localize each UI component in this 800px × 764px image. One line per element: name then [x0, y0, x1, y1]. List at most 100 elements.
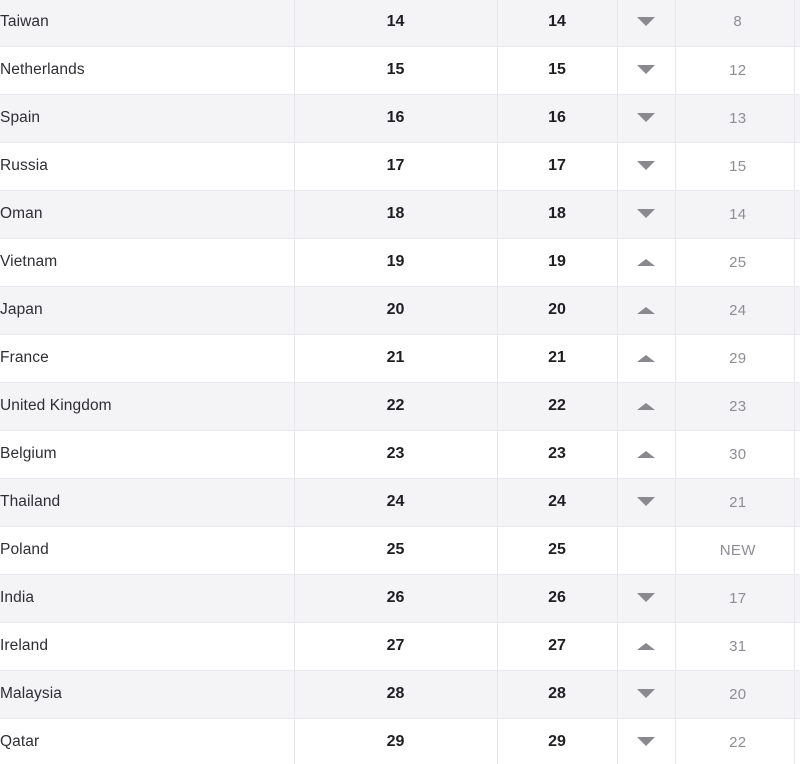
- rank-cell: 25: [293, 526, 497, 575]
- last-year-rank-cell: 14: [674, 190, 800, 239]
- last-year-rank-cell: 25: [674, 238, 800, 287]
- trend-cell: [616, 142, 675, 191]
- previous-rank-cell: 26: [496, 574, 617, 623]
- country-name-cell: Spain: [0, 94, 294, 143]
- country-name-cell: Qatar: [0, 718, 294, 764]
- last-year-rank-cell: 24: [674, 286, 800, 335]
- country-name-cell: India: [0, 574, 294, 623]
- table-row[interactable]: Belgium 23 23 30: [0, 430, 800, 479]
- triangle-down-icon: [637, 113, 655, 122]
- last-year-rank-cell: 15: [674, 142, 800, 191]
- triangle-down-icon: [637, 737, 655, 746]
- country-name-cell: Poland: [0, 526, 294, 575]
- country-name-cell: Russia: [0, 142, 294, 191]
- rank-cell: 16: [293, 94, 497, 143]
- previous-rank-cell: 29: [496, 718, 617, 764]
- table-right-border: [794, 0, 795, 764]
- previous-rank-cell: 25: [496, 526, 617, 575]
- table-row[interactable]: Oman 18 18 14: [0, 190, 800, 239]
- trend-cell: [616, 526, 675, 575]
- last-year-rank-cell: 8: [674, 0, 800, 47]
- trend-cell: [616, 46, 675, 95]
- trend-cell: [616, 286, 675, 335]
- rank-cell: 22: [293, 382, 497, 431]
- previous-rank-cell: 16: [496, 94, 617, 143]
- last-year-rank-cell: 29: [674, 334, 800, 383]
- rank-cell: 29: [293, 718, 497, 764]
- table-row[interactable]: Malaysia 28 28 20: [0, 670, 800, 719]
- rank-cell: 15: [293, 46, 497, 95]
- triangle-down-icon: [637, 161, 655, 170]
- triangle-down-icon: [637, 689, 655, 698]
- table-row[interactable]: Japan 20 20 24: [0, 286, 800, 335]
- previous-rank-cell: 20: [496, 286, 617, 335]
- rank-cell: 14: [293, 0, 497, 47]
- triangle-up-icon: [637, 355, 655, 362]
- trend-cell: [616, 430, 675, 479]
- trend-cell: [616, 0, 675, 47]
- triangle-down-icon: [637, 65, 655, 74]
- table-row[interactable]: Poland 25 25 NEW: [0, 526, 800, 575]
- last-year-rank-cell: 23: [674, 382, 800, 431]
- previous-rank-cell: 19: [496, 238, 617, 287]
- table-row[interactable]: Vietnam 19 19 25: [0, 238, 800, 287]
- last-year-rank-cell: 20: [674, 670, 800, 719]
- previous-rank-cell: 21: [496, 334, 617, 383]
- triangle-down-icon: [637, 593, 655, 602]
- last-year-rank-cell: 31: [674, 622, 800, 671]
- country-name-cell: Japan: [0, 286, 294, 335]
- previous-rank-cell: 28: [496, 670, 617, 719]
- trend-cell: [616, 622, 675, 671]
- previous-rank-cell: 24: [496, 478, 617, 527]
- last-year-rank-cell: NEW: [674, 526, 800, 575]
- rank-cell: 20: [293, 286, 497, 335]
- rank-cell: 19: [293, 238, 497, 287]
- rank-cell: 23: [293, 430, 497, 479]
- rank-cell: 21: [293, 334, 497, 383]
- country-name-cell: France: [0, 334, 294, 383]
- trend-cell: [616, 94, 675, 143]
- table-row[interactable]: India 26 26 17: [0, 574, 800, 623]
- country-name-cell: Ireland: [0, 622, 294, 671]
- table-row[interactable]: Thailand 24 24 21: [0, 478, 800, 527]
- last-year-rank-cell: 21: [674, 478, 800, 527]
- trend-cell: [616, 478, 675, 527]
- previous-rank-cell: 17: [496, 142, 617, 191]
- rank-cell: 17: [293, 142, 497, 191]
- previous-rank-cell: 23: [496, 430, 617, 479]
- trend-cell: [616, 382, 675, 431]
- table-row[interactable]: Taiwan 14 14 8: [0, 0, 800, 47]
- country-name-cell: Malaysia: [0, 670, 294, 719]
- triangle-down-icon: [637, 497, 655, 506]
- triangle-up-icon: [637, 259, 655, 266]
- rank-cell: 26: [293, 574, 497, 623]
- triangle-up-icon: [637, 643, 655, 650]
- last-year-rank-cell: 13: [674, 94, 800, 143]
- table-row[interactable]: Russia 17 17 15: [0, 142, 800, 191]
- table-row[interactable]: Netherlands 15 15 12: [0, 46, 800, 95]
- table-row[interactable]: Spain 16 16 13: [0, 94, 800, 143]
- table-row[interactable]: Ireland 27 27 31: [0, 622, 800, 671]
- trend-cell: [616, 574, 675, 623]
- country-name-cell: Oman: [0, 190, 294, 239]
- previous-rank-cell: 14: [496, 0, 617, 47]
- table-row[interactable]: France 21 21 29: [0, 334, 800, 383]
- trend-cell: [616, 238, 675, 287]
- country-name-cell: Taiwan: [0, 0, 294, 47]
- previous-rank-cell: 18: [496, 190, 617, 239]
- previous-rank-cell: 27: [496, 622, 617, 671]
- table-row[interactable]: Qatar 29 29 22: [0, 718, 800, 764]
- country-name-cell: Vietnam: [0, 238, 294, 287]
- trend-cell: [616, 670, 675, 719]
- trend-cell: [616, 334, 675, 383]
- country-name-cell: Thailand: [0, 478, 294, 527]
- previous-rank-cell: 15: [496, 46, 617, 95]
- rank-cell: 28: [293, 670, 497, 719]
- last-year-rank-cell: 22: [674, 718, 800, 764]
- table-row[interactable]: United Kingdom 22 22 23: [0, 382, 800, 431]
- rank-cell: 24: [293, 478, 497, 527]
- triangle-up-icon: [637, 403, 655, 410]
- country-name-cell: United Kingdom: [0, 382, 294, 431]
